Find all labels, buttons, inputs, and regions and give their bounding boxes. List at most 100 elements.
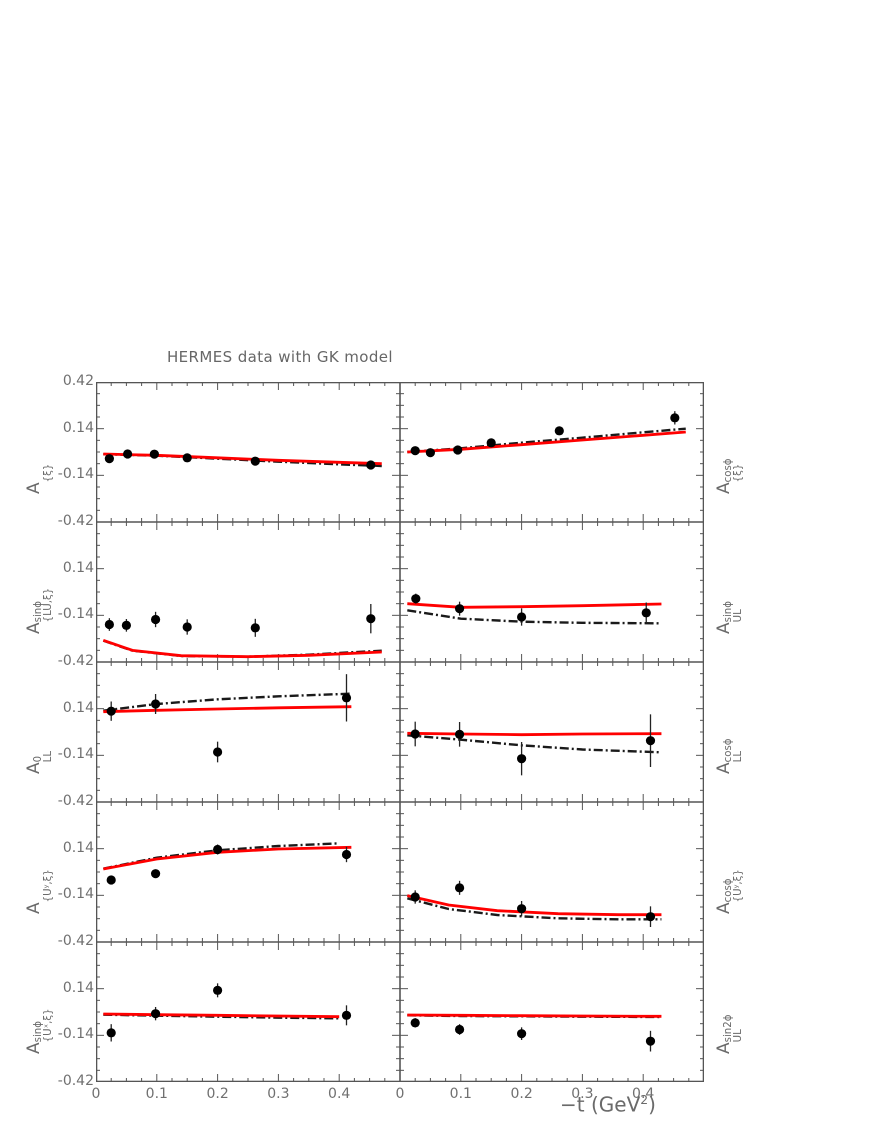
data-point-marker xyxy=(106,875,116,885)
data-point-marker xyxy=(425,448,435,458)
y-tick-label: 0.42 xyxy=(62,373,94,389)
model-curve-black-dashdot xyxy=(103,692,352,712)
y-tick-label-column: 0.42 0.14 -0.14 -0.42 0.14 -0.14 -0.42 0.14 -0.1… xyxy=(38,374,94,1088)
axis-label-base: A xyxy=(24,1042,44,1054)
data-point-marker xyxy=(453,445,463,455)
y-tick-label: -0.14 xyxy=(57,746,94,763)
data-point-marker xyxy=(410,446,420,456)
data-point-marker xyxy=(150,869,161,879)
axis-label-base: A xyxy=(714,622,734,634)
data-point-marker xyxy=(341,1010,352,1020)
y-tick-label: 0.14 xyxy=(62,979,94,996)
y-tick-label: -0.14 xyxy=(57,606,94,623)
panel-1-2 xyxy=(407,411,686,458)
panel-5-2 xyxy=(407,1013,662,1052)
data-point-marker xyxy=(454,1024,465,1035)
x-axis-title-text: −t (GeV xyxy=(560,1092,641,1117)
x-tick-label: 0 xyxy=(395,1086,405,1102)
data-point-marker xyxy=(123,449,133,459)
data-point-marker xyxy=(150,699,161,709)
x-axis-title-close: ) xyxy=(648,1092,656,1117)
data-point-marker xyxy=(104,454,114,464)
data-point-marker xyxy=(641,608,651,618)
x-tick-label: 0.4 xyxy=(328,1086,351,1102)
x-tick-label: 0.3 xyxy=(267,1086,290,1102)
data-point-marker xyxy=(554,426,564,436)
data-point-marker xyxy=(410,729,420,739)
y-tick-label: -0.14 xyxy=(57,886,94,903)
x-tick-label: 0.4 xyxy=(632,1086,655,1102)
data-point-marker xyxy=(149,449,159,459)
x-tick-label: 0.2 xyxy=(206,1086,229,1102)
data-point-marker xyxy=(645,1036,656,1046)
axis-label-base: A xyxy=(714,1042,734,1054)
model-curve-gk-red xyxy=(407,1013,662,1018)
x-axis-title: −t (GeV2) xyxy=(560,1092,656,1117)
model-curve-black-dashdot xyxy=(407,897,662,921)
axis-label-base: A xyxy=(24,622,44,634)
panel-2-1 xyxy=(102,604,382,659)
data-point-marker xyxy=(670,413,680,423)
model-curve-black-dashdot xyxy=(407,609,662,625)
panel-2-2 xyxy=(407,593,662,626)
axis-label-base: A xyxy=(24,482,44,494)
panel-4-2 xyxy=(406,880,662,927)
model-curve-gk-red xyxy=(103,705,352,714)
data-point-marker xyxy=(454,729,465,739)
model-curve-black-dashdot xyxy=(407,734,662,754)
data-point-marker xyxy=(213,985,223,995)
data-point-marker xyxy=(341,693,352,703)
plot-grid xyxy=(96,382,704,1082)
data-point-marker xyxy=(410,1018,420,1028)
axis-label-subscript: {LU,ξ} xyxy=(42,587,54,623)
left-axis-label-row-3: A 0 LL xyxy=(24,751,54,774)
axis-label-base: A xyxy=(714,482,734,494)
axis-label-base: A xyxy=(714,902,734,914)
x-tick-label: 0.1 xyxy=(449,1086,472,1102)
model-curve-gk-red xyxy=(103,845,352,871)
data-point-marker xyxy=(366,460,376,470)
data-point-marker xyxy=(150,614,161,625)
y-tick-label: 0.14 xyxy=(62,839,94,856)
data-point-marker xyxy=(411,594,421,604)
data-point-marker xyxy=(645,912,656,922)
axis-label-base: A xyxy=(24,902,44,914)
axis-label-subscript: {Uʸ,ξ} xyxy=(732,869,744,903)
y-tick-label: -0.14 xyxy=(57,466,94,483)
panel-1-1 xyxy=(103,449,382,470)
x-tick-label: 0.3 xyxy=(571,1086,594,1102)
panel-5-1 xyxy=(103,983,352,1042)
data-point-marker xyxy=(517,904,527,914)
data-point-marker xyxy=(182,622,192,632)
y-tick-label: 0.14 xyxy=(62,559,94,576)
y-tick-label: 0.14 xyxy=(62,699,94,716)
data-point-marker xyxy=(341,849,352,860)
data-point-marker xyxy=(106,706,116,716)
data-point-marker xyxy=(517,754,527,764)
data-point-marker xyxy=(645,736,656,746)
x-axis-title-exponent: 2 xyxy=(640,1092,649,1107)
x-tick-label: 0.1 xyxy=(145,1086,168,1102)
data-point-marker xyxy=(121,620,131,630)
data-point-marker xyxy=(104,619,114,630)
y-tick-label: -0.42 xyxy=(57,513,94,529)
page-title: HERMES data with GK model xyxy=(167,348,393,366)
axis-label-subscript: {ξ} xyxy=(42,463,54,483)
model-curve-black-dashdot xyxy=(407,427,686,454)
y-tick-label: 0.14 xyxy=(62,419,94,436)
axis-label-subscript: {ξ} xyxy=(732,463,744,483)
axis-label-base: A xyxy=(714,762,734,774)
panel-3-1 xyxy=(103,674,352,763)
axis-label-subscript: {Uˣ,ξ} xyxy=(42,1008,54,1043)
model-curve-gk-red xyxy=(407,430,686,454)
data-point-marker xyxy=(213,844,223,855)
model-curve-gk-red xyxy=(102,639,382,659)
x-tick-label: 0 xyxy=(91,1086,101,1102)
y-tick-label: -0.42 xyxy=(57,653,94,669)
left-axis-label-row-4: A {Uʸ,ξ} xyxy=(24,869,54,914)
data-point-marker xyxy=(486,438,496,448)
